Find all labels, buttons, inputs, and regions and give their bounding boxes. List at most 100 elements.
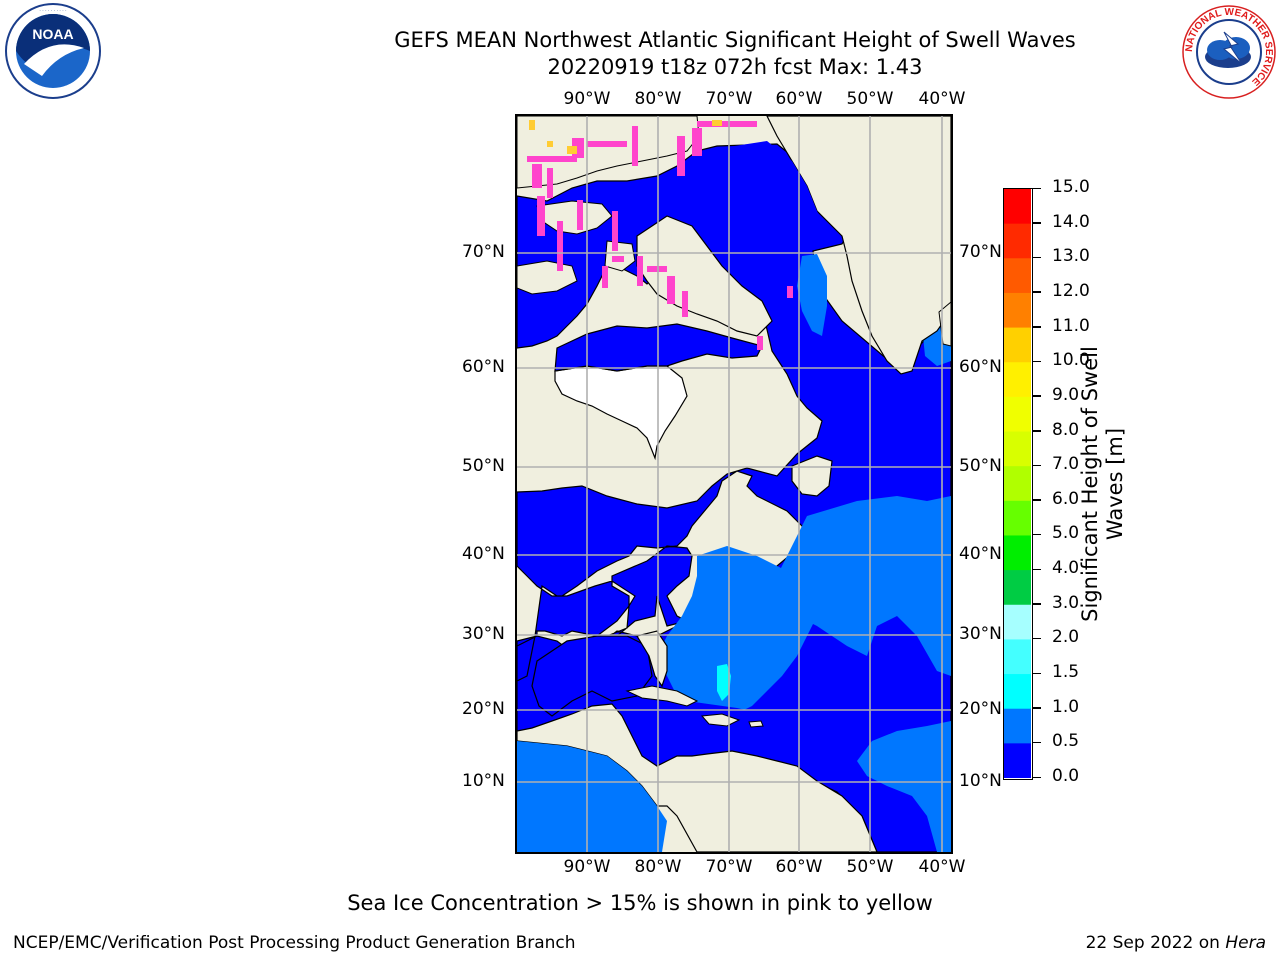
colorbar-band bbox=[1004, 189, 1031, 225]
swell-mid-southeast bbox=[857, 721, 951, 852]
colorbar-band bbox=[1004, 604, 1031, 641]
colorbar-tick-label: 12.0 bbox=[1052, 280, 1090, 301]
lat-label-right-50n: 50°N bbox=[959, 456, 1002, 476]
colorbar-tick-mark bbox=[1033, 360, 1041, 363]
colorbar-bands bbox=[1004, 189, 1031, 778]
lat-label-right-70n: 70°N bbox=[959, 242, 1002, 262]
colorbar-band bbox=[1004, 535, 1031, 571]
lat-label-left-60n: 60°N bbox=[462, 357, 505, 377]
lon-label-bottom-90w: 90°W bbox=[563, 857, 611, 877]
colorbar-tick-mark bbox=[1033, 637, 1041, 640]
graticule bbox=[517, 116, 951, 852]
colorbar-band bbox=[1004, 223, 1031, 259]
lat-label-left-20n: 20°N bbox=[462, 699, 505, 719]
colorbar-tick-mark bbox=[1033, 256, 1041, 259]
colorbar-tick-label: 2.0 bbox=[1052, 627, 1080, 648]
gulf-of-mexico bbox=[531, 635, 653, 717]
sea-ice-overlay bbox=[527, 121, 793, 350]
noaa-logo-text: NOAA bbox=[32, 26, 73, 42]
noaa-logo: NOAA · · · · · · · · · · bbox=[5, 3, 101, 99]
swell-high-bahamas bbox=[717, 664, 731, 701]
colorbar-tick-mark bbox=[1033, 568, 1041, 571]
colorbar-tick-label: 0.0 bbox=[1052, 766, 1080, 786]
lat-label-right-40n: 40°N bbox=[959, 544, 1002, 564]
nws-logo: NATIONAL WEATHER SERVICE bbox=[1182, 5, 1276, 99]
lat-label-left-50n: 50°N bbox=[462, 456, 505, 476]
plot-title: GEFS MEAN Northwest Atlantic Significant… bbox=[394, 28, 1076, 52]
colorbar-tick-mark bbox=[1033, 776, 1041, 778]
footer-date-text: 22 Sep 2022 on bbox=[1085, 933, 1226, 953]
lon-label-bottom-60w: 60°W bbox=[775, 857, 823, 877]
colorbar-tick-label: 15.0 bbox=[1052, 177, 1090, 197]
lon-label-bottom-80w: 80°W bbox=[634, 857, 682, 877]
swell-mid-east bbox=[777, 496, 951, 676]
lon-label-bottom-50w: 50°W bbox=[846, 857, 894, 877]
sea-ice-note: Sea Ice Concentration > 15% is shown in … bbox=[347, 891, 933, 915]
lat-label-right-30n: 30°N bbox=[959, 624, 1002, 644]
colorbar-title: Significant Height of Swell Waves [m] bbox=[1078, 304, 1128, 664]
colorbar-band bbox=[1004, 500, 1031, 537]
colorbar-tick-label: 1.0 bbox=[1052, 696, 1080, 717]
footer-date: 22 Sep 2022 on Hera bbox=[1086, 933, 1266, 953]
lat-label-right-60n: 60°N bbox=[959, 357, 1002, 377]
colorbar-band bbox=[1004, 466, 1031, 502]
swell-mid-greenland bbox=[797, 254, 827, 336]
greenland-landmass bbox=[766, 116, 951, 375]
colorbar bbox=[1003, 188, 1033, 780]
colorbar-tick-label: 11.0 bbox=[1052, 315, 1090, 336]
plot-subtitle: 20220919 t18z 072h fcst Max: 1.43 bbox=[547, 55, 923, 79]
colorbar-tick-mark bbox=[1033, 291, 1041, 293]
lon-label-top-90w: 90°W bbox=[563, 89, 611, 109]
colorbar-tick-mark bbox=[1033, 430, 1041, 432]
swell-mid-central bbox=[657, 546, 817, 721]
lon-label-top-80w: 80°W bbox=[634, 89, 682, 109]
lon-label-top-60w: 60°W bbox=[775, 89, 823, 109]
swell-height-map bbox=[517, 116, 951, 852]
colorbar-band bbox=[1004, 708, 1031, 744]
colorbar-tick-label: 4.0 bbox=[1052, 558, 1080, 579]
colorbar-band bbox=[1004, 258, 1031, 294]
colorbar-tick-mark bbox=[1033, 533, 1041, 536]
colorbar-tick-label: 6.0 bbox=[1052, 488, 1080, 509]
colorbar-tick-mark bbox=[1033, 464, 1041, 467]
colorbar-tick-label: 10.0 bbox=[1052, 350, 1090, 371]
svg-text:· · · · · · · · · ·: · · · · · · · · · · bbox=[39, 9, 66, 14]
lon-label-top-50w: 50°W bbox=[846, 89, 894, 109]
colorbar-tick-label: 13.0 bbox=[1052, 246, 1090, 267]
footer-host: Hera bbox=[1225, 933, 1266, 953]
colorbar-tick-label: 9.0 bbox=[1052, 384, 1080, 405]
east-pacific bbox=[517, 741, 667, 852]
colorbar-tick-mark bbox=[1033, 707, 1041, 709]
lon-label-bottom-70w: 70°W bbox=[705, 857, 753, 877]
sea-ice-high bbox=[529, 120, 722, 154]
colorbar-band bbox=[1004, 570, 1031, 606]
colorbar-tick-label: 8.0 bbox=[1052, 419, 1080, 440]
colorbar-band bbox=[1004, 396, 1031, 433]
colorbar-tick-mark bbox=[1033, 499, 1041, 501]
colorbar-band bbox=[1004, 674, 1031, 710]
colorbar-band bbox=[1004, 431, 1031, 467]
colorbar-tick-mark bbox=[1033, 741, 1041, 744]
colorbar-band bbox=[1004, 743, 1031, 778]
map-panel bbox=[515, 114, 953, 854]
cuba-island bbox=[625, 685, 699, 707]
colorbar-tick-mark bbox=[1033, 603, 1041, 605]
colorbar-title-line2: Waves [m] bbox=[1103, 427, 1127, 541]
colorbar-band bbox=[1004, 327, 1031, 363]
lat-label-right-20n: 20°N bbox=[959, 699, 1002, 719]
colorbar-tick-label: 0.5 bbox=[1052, 731, 1080, 752]
colorbar-band bbox=[1004, 362, 1031, 398]
lat-label-left-70n: 70°N bbox=[462, 242, 505, 262]
lat-label-left-40n: 40°N bbox=[462, 544, 505, 564]
colorbar-title-line1: Significant Height of Swell bbox=[1078, 346, 1102, 622]
colorbar-tick-mark bbox=[1033, 326, 1041, 328]
footer-credit: NCEP/EMC/Verification Post Processing Pr… bbox=[13, 933, 576, 953]
colorbar-tick-mark bbox=[1033, 395, 1041, 397]
lon-label-bottom-40w: 40°W bbox=[918, 857, 966, 877]
colorbar-tick-mark bbox=[1033, 672, 1041, 675]
colorbar-tick-mark bbox=[1033, 222, 1041, 224]
lat-label-left-30n: 30°N bbox=[462, 624, 505, 644]
lon-label-top-70w: 70°W bbox=[705, 89, 753, 109]
colorbar-band bbox=[1004, 639, 1031, 675]
colorbar-tick-label: 7.0 bbox=[1052, 454, 1080, 475]
